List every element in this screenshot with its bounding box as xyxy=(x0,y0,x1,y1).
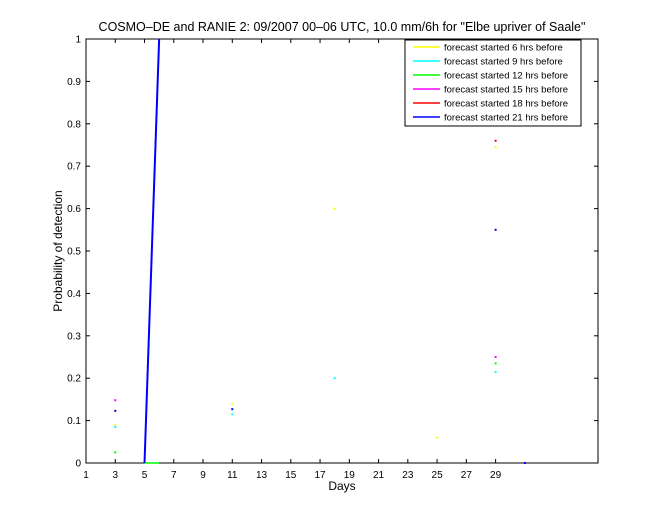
y-tick-label: 0.4 xyxy=(67,289,81,300)
series-0-point xyxy=(231,402,234,405)
series-5-segment xyxy=(143,38,161,464)
series-0-point xyxy=(494,146,497,149)
legend: forecast started 6 hrs before forecast st… xyxy=(404,39,582,127)
series-2-point xyxy=(494,362,497,365)
series-0-point xyxy=(114,423,117,426)
legend-entry-label: forecast started 9 hrs before xyxy=(444,57,563,68)
x-tick-label: 29 xyxy=(490,470,502,481)
x-axis-label: Days xyxy=(328,479,355,493)
y-tick-label: 0.6 xyxy=(67,204,81,215)
x-axis-ticks: 1 3 5 7 9 11 13 15 17 19 21 23 25 27 29 xyxy=(83,39,502,481)
series-layer xyxy=(114,38,526,464)
legend-entry-label: forecast started 6 hrs before xyxy=(444,43,563,54)
x-tick-label: 1 xyxy=(83,470,89,481)
x-tick-label: 13 xyxy=(256,470,268,481)
series-1-point xyxy=(231,413,234,416)
legend-box xyxy=(404,39,582,127)
x-tick-label: 27 xyxy=(461,470,473,481)
x-tick-label: 21 xyxy=(373,470,385,481)
legend-entry-label: forecast started 21 hrs before xyxy=(444,113,568,124)
series-1-point xyxy=(494,370,497,373)
y-tick-label: 0.2 xyxy=(67,374,81,385)
legend-entry-label: forecast started 18 hrs before xyxy=(444,99,568,110)
series-5 xyxy=(114,38,526,464)
series-0-point xyxy=(333,207,336,210)
series-4-point xyxy=(494,139,497,142)
legend-entry-label: forecast started 15 hrs before xyxy=(444,85,568,96)
x-tick-label: 11 xyxy=(227,470,238,481)
x-tick-label: 23 xyxy=(402,470,414,481)
series-5-point xyxy=(231,408,234,411)
series-3-point xyxy=(114,399,117,402)
series-2 xyxy=(114,362,497,464)
y-tick-label: 0 xyxy=(75,459,81,470)
chart-title: COSMO–DE and RANIE 2: 09/2007 00–06 UTC,… xyxy=(99,20,586,34)
y-tick-label: 0.1 xyxy=(67,416,81,427)
series-3 xyxy=(114,356,497,402)
y-tick-label: 0.9 xyxy=(67,77,81,88)
series-0-point xyxy=(436,436,439,439)
series-5-point xyxy=(494,228,497,231)
x-tick-label: 19 xyxy=(344,470,356,481)
series-1-point xyxy=(114,425,117,428)
y-tick-label: 0.5 xyxy=(67,247,81,258)
legend-entry-label: forecast started 12 hrs before xyxy=(444,71,568,82)
series-5-point xyxy=(523,462,526,464)
series-1 xyxy=(114,370,497,428)
y-tick-label: 0.3 xyxy=(67,331,81,342)
series-1-point xyxy=(333,377,336,380)
x-tick-label: 7 xyxy=(171,470,177,481)
y-axis-ticks: 0 0.1 0.2 0.3 0.4 0.5 0.6 0.7 0.8 0.9 1 xyxy=(67,35,598,470)
series-3-point xyxy=(494,356,497,358)
series-5-point xyxy=(114,409,117,412)
y-tick-label: 0.8 xyxy=(67,119,81,130)
y-axis-label: Probability of detection xyxy=(51,190,65,311)
y-tick-label: 1 xyxy=(75,35,81,46)
series-4 xyxy=(494,139,497,142)
series-2-point xyxy=(114,451,117,454)
x-tick-label: 5 xyxy=(142,470,148,481)
y-tick-label: 0.7 xyxy=(67,162,81,173)
x-tick-label: 9 xyxy=(200,470,206,481)
x-tick-label: 15 xyxy=(285,470,297,481)
x-tick-label: 17 xyxy=(314,470,326,481)
x-tick-label: 3 xyxy=(112,470,118,481)
series-0 xyxy=(114,146,497,439)
x-tick-label: 25 xyxy=(432,470,444,481)
